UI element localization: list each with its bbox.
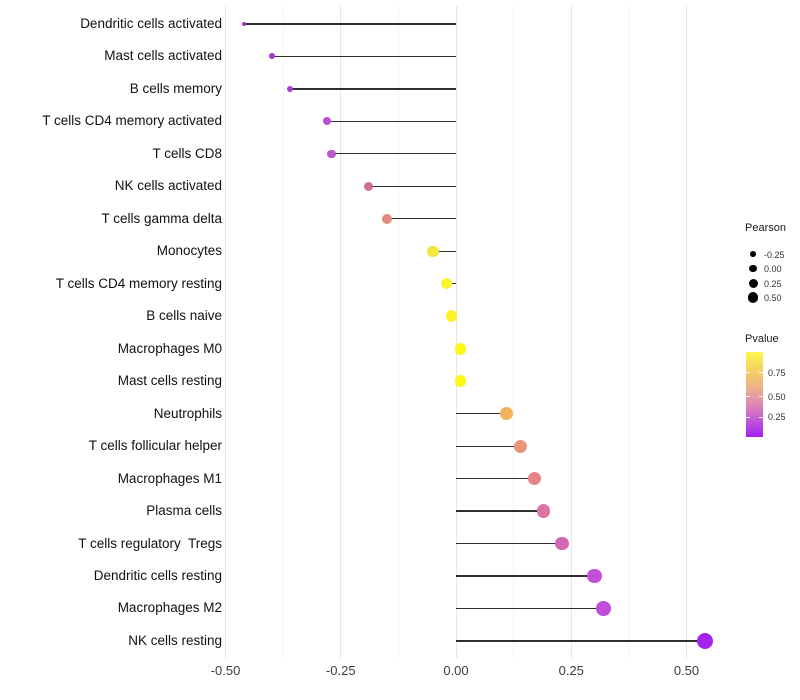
lollipop-stem <box>386 218 456 220</box>
lollipop-stem <box>290 88 456 90</box>
lollipop-stem <box>331 153 456 155</box>
data-point <box>555 536 569 551</box>
pearson-legend-label: 0.00 <box>764 264 782 274</box>
data-point <box>286 85 294 93</box>
x-axis-tick-label: 0.00 <box>443 663 469 678</box>
data-point <box>381 213 392 224</box>
major-gridline <box>455 6 457 658</box>
minor-gridline <box>513 6 515 658</box>
lollipop-stem <box>243 23 456 25</box>
lollipop-stem <box>271 55 456 58</box>
pvalue-gradient-tick <box>746 371 750 374</box>
data-point <box>322 117 331 126</box>
y-axis-label: Mast cells resting <box>117 373 222 389</box>
pearson-legend-label: 0.25 <box>764 278 782 289</box>
data-point <box>696 632 714 650</box>
y-axis-label: Monocytes <box>156 243 222 259</box>
y-axis-label: T cells CD4 memory activated <box>42 113 222 129</box>
lollipop-stem <box>456 477 535 480</box>
data-point <box>427 245 439 257</box>
x-axis-tick-label: -0.50 <box>210 663 241 678</box>
minor-gridline <box>282 6 284 658</box>
data-point <box>327 149 336 158</box>
pvalue-gradient-tick <box>759 371 763 374</box>
pvalue-gradient-tick <box>759 416 763 419</box>
x-axis-tick-label: 0.50 <box>673 663 700 678</box>
pvalue-gradient-tick <box>759 395 763 398</box>
data-point <box>445 310 458 322</box>
y-axis-label: T cells CD8 <box>152 145 222 161</box>
lollipop-stem <box>456 542 563 545</box>
pvalue-gradient-bar <box>746 352 763 437</box>
pvalue-gradient-tick <box>746 395 750 398</box>
y-axis-label: T cells regulatory Tregs <box>78 535 222 551</box>
major-gridline <box>570 6 572 658</box>
lollipop-stem <box>368 185 456 187</box>
y-axis-label: Macrophages M2 <box>117 600 222 616</box>
lollipop-stem <box>456 575 595 577</box>
pearson-legend-label: -0.25 <box>764 249 785 260</box>
pearson-legend-dot <box>749 264 757 273</box>
pvalue-gradient-tick <box>746 416 750 419</box>
data-point <box>513 439 528 453</box>
pearson-legend-title: Pearson <box>745 222 786 234</box>
major-gridline <box>225 6 226 658</box>
data-point <box>536 504 551 518</box>
x-axis-tick-label: -0.25 <box>325 663 356 678</box>
y-axis-label: Macrophages M1 <box>117 470 222 486</box>
y-axis-label: T cells gamma delta <box>101 210 222 226</box>
pearson-legend-dot <box>748 278 758 288</box>
y-axis-label: Mast cells activated <box>104 48 222 64</box>
data-point <box>596 601 611 616</box>
lollipop-stem <box>456 607 604 610</box>
lollipop-stem <box>456 510 544 512</box>
lollipop-stem <box>456 413 507 415</box>
lollipop-stem <box>456 640 705 642</box>
major-gridline <box>340 6 342 658</box>
y-axis-label: T cells CD4 memory resting <box>55 275 222 291</box>
pvalue-legend-title: Pvalue <box>745 333 779 345</box>
y-axis-label: NK cells resting <box>128 632 222 648</box>
pearson-legend-dot <box>750 251 756 257</box>
y-axis-label: B cells naive <box>146 308 222 324</box>
data-point <box>527 471 542 486</box>
y-axis-label: NK cells activated <box>114 178 222 194</box>
lollipop-stem <box>432 250 456 252</box>
data-point <box>241 21 247 27</box>
major-gridline <box>686 6 687 658</box>
lollipop-stem <box>326 120 456 122</box>
data-point <box>268 53 275 60</box>
data-point <box>454 375 467 388</box>
data-point <box>587 568 602 584</box>
y-axis-label: T cells follicular helper <box>88 438 222 454</box>
pearson-legend-label: 0.50 <box>764 293 782 303</box>
minor-gridline <box>397 6 399 658</box>
x-axis-tick-label: 0.25 <box>558 663 584 678</box>
pvalue-legend-label: 0.75 <box>768 367 786 378</box>
pvalue-legend-label: 0.50 <box>768 391 786 402</box>
pearson-legend-dot <box>747 292 759 303</box>
lollipop-stem <box>456 445 521 447</box>
data-point <box>454 342 467 355</box>
data-point <box>500 407 514 421</box>
y-axis-label: Dendritic cells activated <box>80 16 222 31</box>
pvalue-legend-label: 0.25 <box>768 412 786 423</box>
data-point <box>441 278 453 290</box>
data-point <box>363 181 374 192</box>
minor-gridline <box>628 6 630 658</box>
y-axis-label: Plasma cells <box>146 503 222 519</box>
y-axis-label: Neutrophils <box>153 405 222 421</box>
y-axis-label: Macrophages M0 <box>117 340 222 356</box>
y-axis-label: Dendritic cells resting <box>93 567 222 583</box>
y-axis-label: B cells memory <box>129 80 222 96</box>
